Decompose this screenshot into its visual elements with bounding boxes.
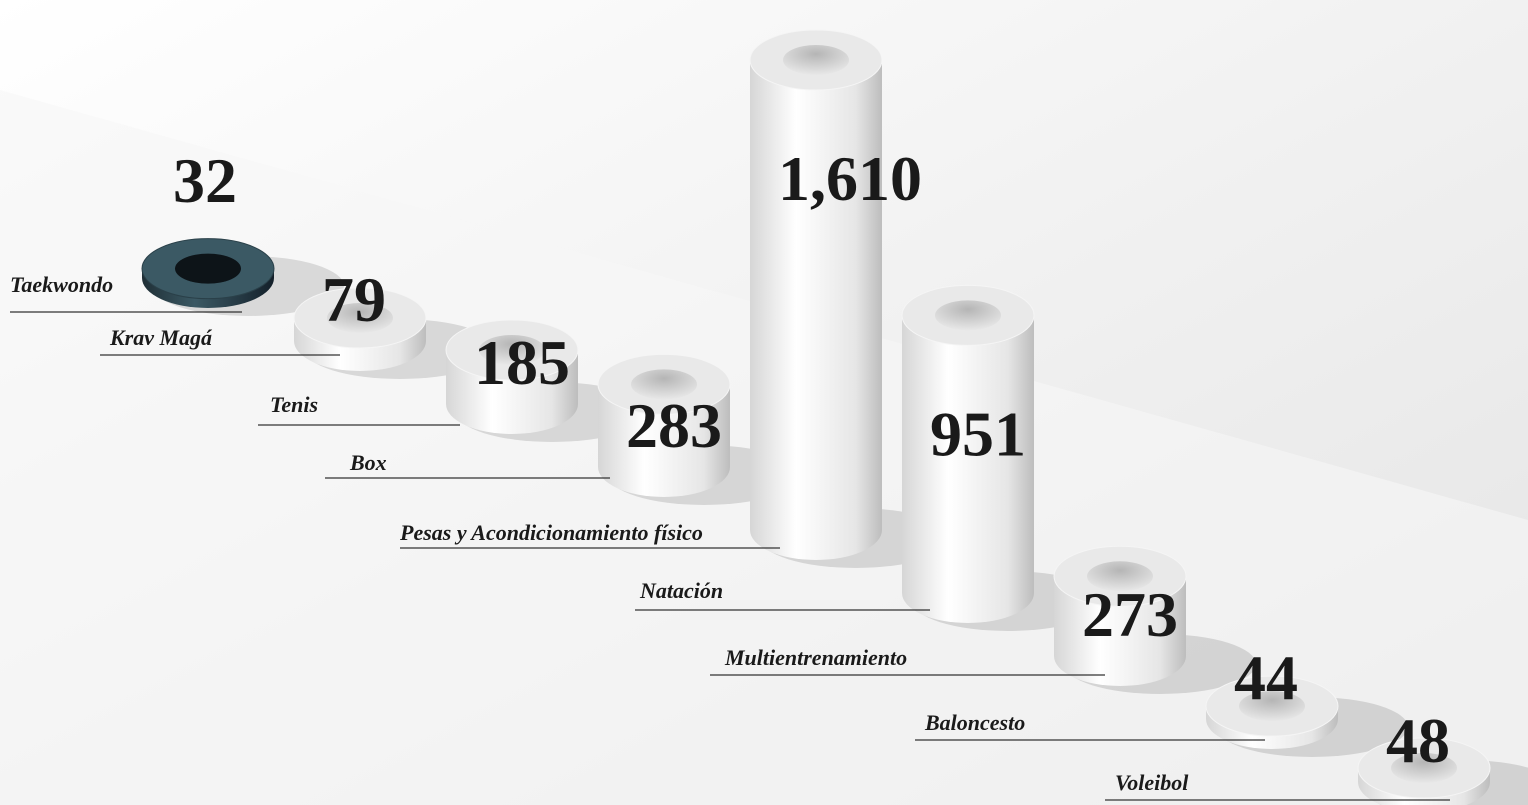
bar <box>902 315 1034 593</box>
value-label: 185 <box>474 327 570 398</box>
cylinder <box>1357 737 1528 805</box>
category-label: Voleibol <box>1115 770 1189 795</box>
value-label: 44 <box>1234 642 1298 713</box>
plot: 32 Taekwondo 79 Krav Magá 185 Tenis 283 Box 1,61… <box>10 29 1528 805</box>
value-label: 273 <box>1082 579 1178 650</box>
cylinder-hole <box>327 302 393 333</box>
cylinder <box>597 353 800 505</box>
category-label: Pesas y Acondicionamiento físico <box>399 520 703 545</box>
value-label: 1,610 <box>778 143 922 214</box>
category-label: Box <box>349 450 387 475</box>
value-label: 32 <box>173 145 237 216</box>
cylinder-hole <box>479 334 545 365</box>
category-label: Baloncesto <box>924 710 1025 735</box>
cylinder <box>749 29 952 568</box>
bar <box>750 60 882 530</box>
cylinder-hole <box>631 369 697 400</box>
cylinder <box>1205 675 1408 757</box>
value-label: 79 <box>322 264 386 335</box>
cylinder-hole <box>175 253 241 284</box>
category-label: Tenis <box>270 392 318 417</box>
cylinder-hole <box>1239 691 1305 722</box>
cylinder <box>141 238 344 316</box>
value-label: 48 <box>1386 705 1450 776</box>
category-label: Natación <box>639 578 723 603</box>
cylinder-hole <box>1391 752 1457 783</box>
cylinder <box>1053 545 1256 694</box>
cylinder-hole <box>935 300 1001 331</box>
category-label: Taekwondo <box>10 272 113 297</box>
category-label: Multientrenamiento <box>724 645 907 670</box>
value-label: 283 <box>626 390 722 461</box>
cylinder-hole <box>783 45 849 75</box>
cylinder-hole <box>1087 561 1153 592</box>
category-label: Krav Magá <box>109 325 213 350</box>
value-label: 951 <box>930 398 1026 469</box>
